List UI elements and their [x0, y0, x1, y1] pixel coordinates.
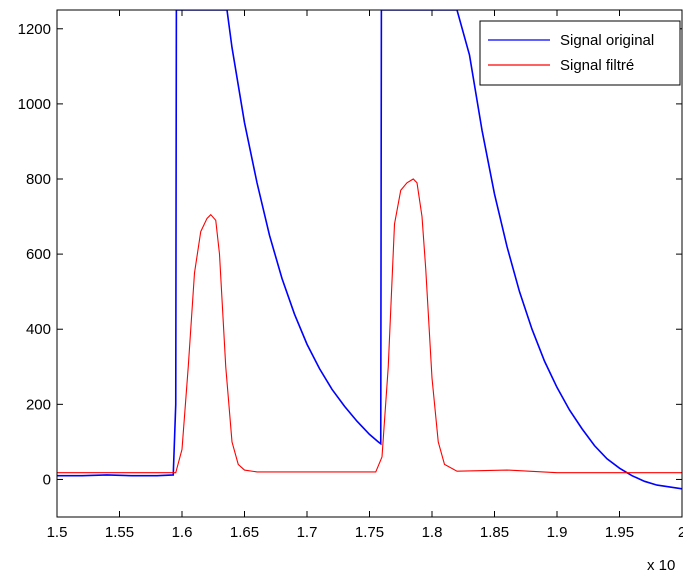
- x-tick-label: 1.5: [47, 524, 68, 541]
- y-tick-label: 0: [43, 471, 51, 488]
- plot-area: [57, 10, 682, 517]
- y-tick-label: 1200: [18, 21, 51, 38]
- x-tick-label: 1.85: [480, 524, 509, 541]
- x-tick-label: 1.75: [355, 524, 384, 541]
- legend-label-0: Signal original: [560, 32, 654, 49]
- y-tick-label: 600: [26, 246, 51, 263]
- x-tick-label: 1.7: [297, 524, 318, 541]
- x-tick-label: 1.95: [605, 524, 634, 541]
- x-tick-label: 1.8: [422, 524, 443, 541]
- series-line-0: [57, 10, 682, 490]
- legend-label-1: Signal filtré: [560, 57, 634, 74]
- legend-box: [479, 20, 681, 86]
- x-tick-label: 1.9: [547, 524, 568, 541]
- x-tick-labels: 1.5 1.55 1.6 1.65 1.7 1.75 1.8 1.85 1.9 1.95 2: [47, 524, 683, 541]
- x-tick-label: 1.6: [172, 524, 193, 541]
- x-exponent-label: x 10: [647, 557, 675, 574]
- series-layer: [57, 10, 682, 490]
- plot-frame: [56, 9, 683, 518]
- series-line-1: [57, 178, 682, 474]
- x-tick-label: 1.55: [105, 524, 134, 541]
- y-tick-label: 200: [26, 396, 51, 413]
- y-tick-label: 800: [26, 171, 51, 188]
- legend: Signal original Signal filtré: [479, 20, 681, 86]
- y-tick-label: 1000: [18, 96, 51, 113]
- x-tick-label: 2: [678, 524, 683, 541]
- x-tick-label: 1.65: [230, 524, 259, 541]
- y-tick-label: 400: [26, 321, 51, 338]
- y-tick-labels: 0 200 400 600 800 1000 1200: [18, 21, 51, 489]
